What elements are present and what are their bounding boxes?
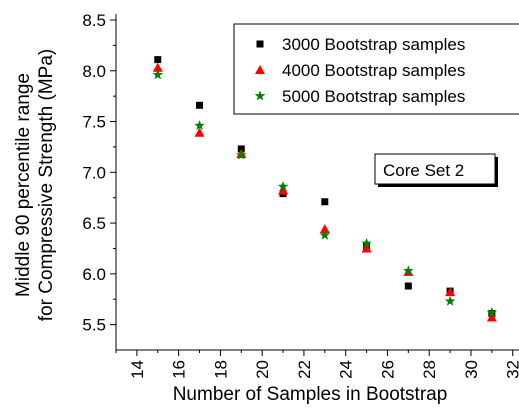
- data-point: [278, 185, 289, 195]
- data-point: [194, 127, 205, 137]
- legend-marker: [254, 90, 266, 101]
- data-point: [444, 295, 456, 306]
- data-point: [445, 287, 456, 297]
- annotation-box: [374, 153, 496, 185]
- series-3: [152, 69, 498, 317]
- data-point: [319, 224, 330, 234]
- legend-label: 4000 Bootstrap samples: [282, 61, 465, 80]
- x-tick-label: 24: [337, 360, 356, 379]
- y-tick-label: 8.0: [82, 62, 106, 81]
- y-tick-label: 7.0: [82, 163, 106, 182]
- data-point: [152, 62, 163, 72]
- data-point: [486, 306, 498, 317]
- y-axis-title-line1: Middle 90 percentile range: [13, 73, 34, 297]
- y-axis-title-line2: for Compressive Strength (MPa): [36, 49, 57, 321]
- data-point: [154, 56, 162, 64]
- y-tick-label: 8.5: [82, 11, 106, 30]
- y-tick-label: 7.5: [82, 113, 106, 132]
- x-tick-label: 14: [128, 360, 147, 379]
- legend-items: 3000 Bootstrap samples 4000 Bootstrap sam…: [254, 35, 465, 106]
- data-marks: [152, 56, 498, 322]
- legend-label: 5000 Bootstrap samples: [282, 87, 465, 106]
- x-tick-label: 16: [170, 360, 189, 379]
- legend-box: [233, 23, 519, 115]
- y-tick-label: 6.5: [82, 214, 106, 233]
- data-point: [321, 198, 329, 206]
- x-tick-label: 26: [378, 360, 397, 379]
- y-tick-label: 6.0: [82, 265, 106, 284]
- data-point: [152, 69, 163, 80]
- data-point: [236, 149, 247, 160]
- data-point: [361, 237, 372, 248]
- legend-label: 3000 Bootstrap samples: [282, 35, 465, 54]
- x-tick-label: 20: [253, 360, 272, 379]
- data-point: [194, 120, 205, 131]
- legend: 3000 Bootstrap samples 4000 Bootstrap sam…: [233, 23, 519, 115]
- data-point: [404, 282, 412, 290]
- x-tick-label: 28: [420, 360, 439, 379]
- legend-marker: [255, 65, 265, 74]
- legend-marker: [256, 40, 264, 48]
- data-point: [196, 101, 204, 109]
- x-tick-label: 18: [211, 360, 230, 379]
- data-point: [277, 181, 289, 191]
- x-tick-label: 30: [462, 360, 481, 379]
- data-point: [319, 229, 331, 240]
- x-tick-label: 32: [504, 360, 519, 379]
- data-point: [403, 265, 414, 276]
- data-point: [361, 243, 372, 253]
- y-tick-label: 5.5: [82, 316, 106, 335]
- x-tick-label: 22: [295, 360, 314, 379]
- data-point: [237, 145, 245, 153]
- data-point: [486, 312, 497, 322]
- core-set-annotation: Core Set 2: [374, 153, 498, 187]
- axes: 5.5 6.0 6.5 7.0 7.5 8.0 8.5 14 16 18 20 22 24 26 28 30 3…: [82, 11, 519, 379]
- x-axis-title: Number of Samples in Bootstrap: [173, 384, 448, 405]
- annotation-text: Core Set 2: [383, 161, 464, 180]
